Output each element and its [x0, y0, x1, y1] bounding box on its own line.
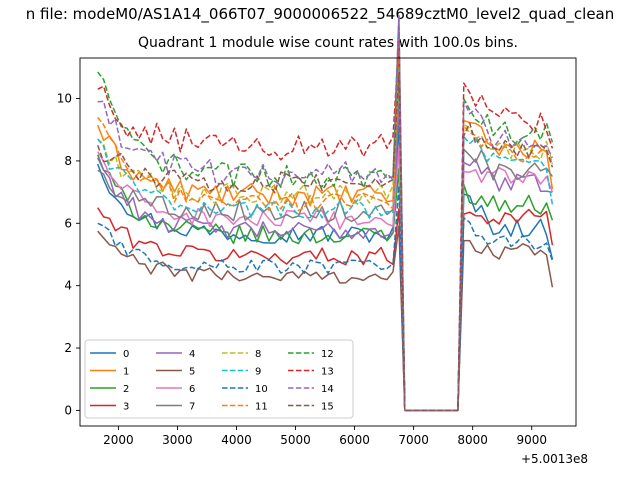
- legend-label-6: 6: [189, 384, 195, 395]
- series-line-2: [96, 154, 554, 412]
- x-tick-label: 6000: [339, 433, 370, 447]
- legend-label-2: 2: [123, 384, 129, 395]
- series-line-12: [97, 15, 554, 412]
- series-line-10: [97, 184, 554, 412]
- x-tick-label: 9000: [516, 433, 547, 447]
- legend-label-10: 10: [255, 384, 268, 395]
- legend-label-1: 1: [123, 367, 129, 378]
- series-line-15: [96, 72, 554, 412]
- legend-label-4: 4: [189, 349, 195, 360]
- figure-suptitle: n file: modeM0/AS1A14_066T07_9000006522_…: [25, 5, 615, 23]
- y-tick-label: 6: [64, 216, 72, 230]
- y-tick-label: 2: [64, 341, 72, 355]
- x-tick-label: 8000: [457, 433, 488, 447]
- series-line-3: [97, 207, 554, 412]
- series-line-1: [97, 31, 554, 412]
- series-line-14: [97, 14, 554, 412]
- x-tick-label: 4000: [221, 433, 252, 447]
- legend-label-9: 9: [255, 367, 261, 378]
- x-tick-label: 2000: [103, 433, 134, 447]
- x-offset-label: +5.0013e8: [520, 452, 588, 466]
- x-tick-label: 7000: [398, 433, 429, 447]
- legend-label-8: 8: [255, 349, 261, 360]
- legend-label-15: 15: [321, 402, 334, 413]
- series-line-5: [97, 225, 554, 412]
- legend-label-5: 5: [189, 367, 195, 378]
- y-tick-label: 0: [64, 403, 72, 417]
- x-tick-label: 3000: [162, 433, 193, 447]
- chart-title: Quadrant 1 module wise count rates with …: [138, 35, 518, 51]
- y-tick-label: 10: [57, 92, 72, 106]
- series-line-11: [97, 61, 554, 412]
- plot-frame: [79, 57, 577, 427]
- series-line-6: [97, 146, 554, 412]
- legend-label-14: 14: [321, 384, 334, 395]
- y-tick-label: 4: [64, 279, 72, 293]
- legend-label-12: 12: [321, 349, 334, 360]
- legend-label-11: 11: [255, 402, 268, 413]
- legend-label-0: 0: [123, 349, 129, 360]
- legend-label-13: 13: [321, 367, 334, 378]
- legend-label-7: 7: [189, 402, 195, 413]
- legend-box: [84, 339, 354, 419]
- series-line-9: [97, 67, 554, 412]
- series-line-13: [97, 40, 554, 412]
- legend-label-3: 3: [123, 402, 129, 413]
- x-tick-label: 5000: [280, 433, 311, 447]
- y-tick-label: 8: [64, 154, 72, 168]
